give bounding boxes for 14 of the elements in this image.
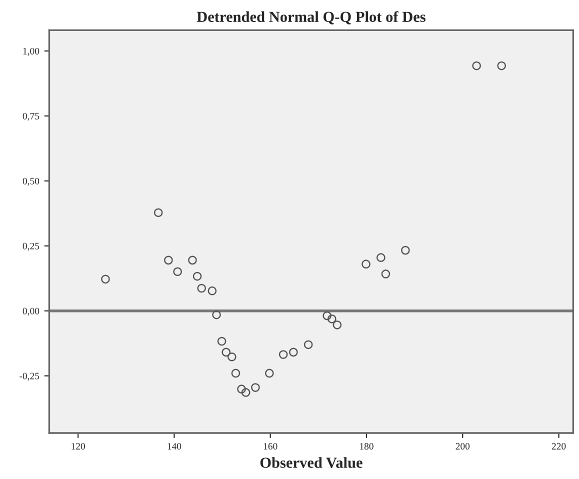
x-tick-label: 180 [360, 443, 374, 450]
y-tick-label: 0,50 [22, 178, 40, 186]
x-tick-label: 120 [72, 443, 85, 450]
chart-title: Detrended Normal Q-Q Plot of Des [196, 11, 426, 24]
y-tick-label: 0,75 [22, 112, 40, 121]
y-tick-label: 0,00 [22, 308, 40, 316]
x-tick-label: 140 [168, 443, 182, 450]
y-tick-label: -0,25 [20, 372, 40, 381]
x-axis-title: Observed Value [260, 457, 362, 468]
x-tick-label: 160 [264, 443, 278, 450]
y-tick-label: 1,00 [23, 48, 40, 56]
x-tick-label: 200 [456, 443, 470, 450]
y-tick-label: 0,25 [22, 242, 40, 251]
x-tick-label: 220 [552, 443, 566, 450]
